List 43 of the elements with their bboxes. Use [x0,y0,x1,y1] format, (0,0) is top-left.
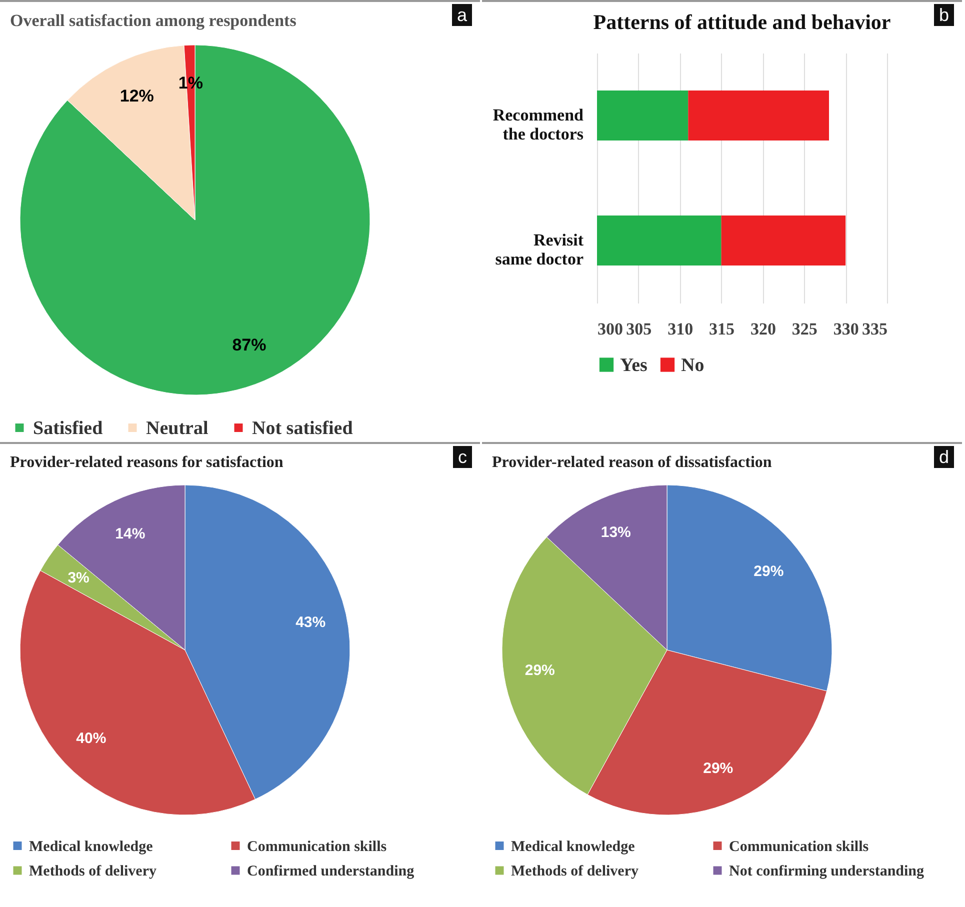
y-tick-label: Revisit same doctor [495,230,584,268]
x-tick-label: 315 [709,320,735,338]
x-tick-label: 300 [598,320,623,338]
legend-label: Satisfied [33,418,104,439]
legend-label: Medical knowledge [511,838,636,855]
data-label: 12% [120,86,154,106]
chart-title: Patterns of attitude and behavior [593,10,891,34]
data-label: 43% [296,614,326,631]
legend-label: Medical knowledge [29,838,154,855]
legend-label: Yes [620,354,648,376]
legend-label: Not satisfied [252,418,354,439]
chart-title: Overall satisfaction among respondents [10,11,297,30]
legend-label: Not confirming understanding [729,864,925,880]
legend-label: Communication skills [247,838,387,855]
chart-title: Provider-related reason of dissatisfaction [492,454,772,471]
data-label: 29% [524,662,555,680]
text: d [934,446,954,468]
text: c [453,446,472,468]
text: b [934,4,954,26]
x-tick-label: 320 [750,320,776,338]
legend-label: Methods of delivery [29,864,157,880]
legend-label: Methods of delivery [511,864,639,880]
data-label: 1% [178,74,203,93]
chart-title: Provider-related reasons for satisfaction [10,454,284,471]
x-tick-label: 335 [862,320,888,338]
pie-slice [20,44,370,396]
data-label: 87% [232,335,266,354]
data-label: 14% [115,526,146,543]
data-label: 29% [754,563,784,580]
legend-label: Communication skills [729,838,869,855]
x-tick-label: 325 [792,320,818,338]
data-label: 40% [76,730,106,748]
data-label: 3% [68,570,90,587]
data-label: 29% [703,760,734,778]
legend-label: Confirmed understanding [247,864,415,880]
y-tick-label: Recommend the doctors [492,106,584,144]
legend-label: Neutral [146,418,208,439]
x-tick-label: 310 [668,320,694,338]
x-tick-label: 330 [833,320,859,338]
legend-label: No [681,354,704,376]
text: a [452,4,472,26]
x-tick-label: 305 [626,320,652,338]
data-label: 13% [600,524,631,541]
